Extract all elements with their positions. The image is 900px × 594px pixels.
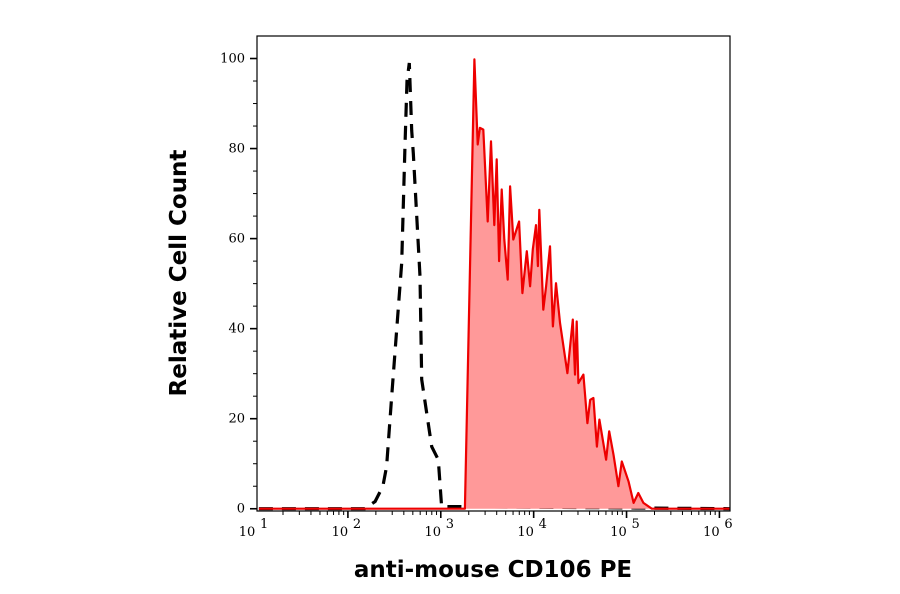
y-tick-label: 0 — [237, 502, 245, 517]
y-tick-label: 80 — [228, 142, 245, 157]
y-tick-label: 20 — [228, 412, 245, 427]
series-fill-1 — [258, 59, 730, 509]
x-tick-exponent: 4 — [539, 517, 547, 532]
x-tick-label: 10 — [517, 525, 534, 540]
axes: 0 20 40 60 80 100 10 1 10 2 10 3 10 4 10 5 10 6 — [220, 52, 733, 540]
x-tick-label: 10 — [239, 525, 256, 540]
x-tick-label: 10 — [425, 525, 442, 540]
x-tick-label: 10 — [703, 525, 720, 540]
x-tick-exponent: 5 — [632, 517, 640, 532]
y-tick-label: 100 — [220, 52, 245, 67]
x-tick-exponent: 3 — [446, 517, 454, 532]
x-tick-exponent: 6 — [724, 517, 732, 532]
y-tick-label: 40 — [228, 322, 245, 337]
x-tick-label: 10 — [332, 525, 349, 540]
y-axis-title: Relative Cell Count — [166, 150, 192, 397]
x-tick-label: 10 — [610, 525, 627, 540]
series-line-0 — [258, 62, 731, 511]
plot-frame — [256, 35, 731, 512]
x-tick-exponent: 2 — [353, 517, 361, 532]
y-tick-label: 60 — [228, 232, 245, 247]
series-line-1 — [258, 58, 730, 510]
x-tick-exponent: 1 — [260, 517, 268, 532]
x-axis-title: anti-mouse CD106 PE — [354, 557, 632, 583]
plot-content — [258, 58, 731, 511]
